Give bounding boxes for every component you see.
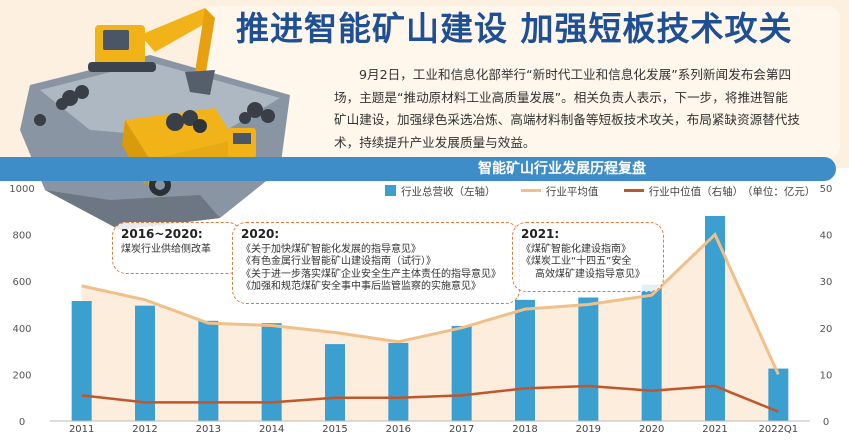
y-left-tick-label: 400 (12, 324, 31, 335)
bar (705, 215, 725, 421)
annotation-line: 高效煤矿建设指导意见》 (535, 268, 645, 280)
legend-label: 行业总营收（左轴） (401, 186, 496, 198)
x-tick-label: 2017 (449, 424, 474, 435)
x-tick-label: 2019 (576, 424, 601, 435)
x-tick-label: 2015 (322, 424, 347, 435)
legend-item-average: 行业平均值 (520, 184, 599, 199)
y-right-tick-label: 10 (820, 370, 833, 381)
bar (135, 305, 155, 421)
y-left-tick-label: 800 (12, 231, 31, 242)
paragraph-line: 矿山建设，加强绿色采选冶炼、高端材料制备等短板技术攻关，布局紧缺资源替代技 (334, 112, 800, 127)
excavator-icon (88, 8, 215, 95)
annotation-line: 《关于加快煤矿智能化发展的指导意见》 (241, 243, 421, 255)
page-title: 推进智能矿山建设 加强短板技术攻关 (236, 9, 793, 48)
y-left-tick-label: 600 (12, 277, 31, 288)
y-right-tick-label: 20 (820, 324, 833, 335)
unit-note: （单位：亿元） (747, 186, 816, 198)
paragraph-line: 术，持续提升产业发展质量与效益。 (334, 134, 536, 150)
rock-side (45, 190, 220, 230)
y-left-tick-label: 1000 (9, 184, 34, 195)
header-card (200, 6, 840, 158)
annotation-box: 2020: 《关于加快煤矿智能化发展的指导意见》 《有色金属行业智能矿山建设指南… (232, 222, 520, 304)
annotation-line: 《加强和规范煤矿安全事中事后监管监察的实施意见》 (241, 281, 481, 292)
bar (261, 323, 282, 421)
annotation-line: 煤炭行业供给侧改革 (121, 243, 211, 255)
bar (325, 344, 345, 421)
chart-title-ribbon (0, 157, 836, 181)
annotation-line: 《有色金属行业智能矿山建设指南（试行）》 (241, 256, 436, 267)
annotation-year: 2016~2020: (121, 227, 203, 241)
chart-title: 智能矿山行业发展历程复盘 (478, 161, 646, 177)
annotation-line: 《关于进一步落实煤矿企业安全生产主体责任的指导意见》 (241, 268, 501, 280)
median-line (81, 384, 779, 413)
legend-label: 行业平均值 (545, 186, 599, 198)
average-line (81, 232, 780, 376)
bar (71, 301, 92, 421)
x-tick-label: 2022Q1 (758, 424, 798, 435)
coal-piles (34, 85, 275, 126)
bar (515, 299, 535, 421)
y-right-tick-label: 40 (820, 231, 833, 242)
x-tick-label: 2016 (386, 424, 411, 435)
annotation-box: 2016~2020: 煤炭行业供给侧改革 (112, 222, 242, 274)
annotation-line: 《煤矿智能化建设指南》 (521, 243, 631, 255)
x-tick-label: 2021 (702, 424, 727, 435)
y-right-tick-label: 30 (820, 277, 833, 288)
bar (198, 320, 219, 421)
paragraph-line: 9月2日，工业和信息化部举行“新时代工业和信息化发展”系列新闻发布会第四 (359, 67, 792, 82)
bar (768, 368, 789, 421)
x-tick-label: 2012 (132, 424, 157, 435)
average-area (81, 234, 779, 421)
chart-legend: 行业总营收（左轴） 行业平均值 行业中位值（右轴） （单位：亿元） (385, 184, 837, 202)
bar (388, 342, 409, 421)
x-tick-label: 2014 (259, 424, 284, 435)
paragraph-line: 场，主题是“推动原材料工业高质量发展”。相关负责人表示，下一步，将推进智能 (334, 89, 788, 105)
legend-swatch-line (623, 189, 644, 192)
revenue-chart: 0 200 400 600 800 1000 0 10 20 30 40 50 2011 2012 2013… (9, 184, 833, 435)
news-paragraph: 9月2日，工业和信息化部举行“新时代工业和信息化发展”系列新闻发布会第四 场，主… (334, 64, 834, 154)
annotation-box: 2021: 《煤矿智能化建设指南》 《煤炭工业“十四五”安全 高效煤矿建设指导意… (512, 222, 664, 292)
x-tick-label: 2011 (69, 424, 94, 435)
x-tick-label: 2020 (639, 424, 664, 435)
y-left-tick-label: 0 (19, 417, 25, 428)
mining-illustration (20, 8, 290, 230)
legend-swatch-line (520, 189, 541, 192)
legend-label: 行业中位值（右轴） (648, 186, 744, 198)
annotation-year: 2020: (241, 227, 280, 241)
legend-swatch-bar (385, 185, 396, 196)
legend-item-median: 行业中位值（右轴） （单位：亿元） (623, 184, 816, 199)
x-tick-label: 2013 (196, 424, 221, 435)
annotation-year: 2021: (521, 227, 560, 241)
bar (451, 325, 472, 421)
y-right-tick-label: 50 (820, 184, 833, 195)
legend-item-revenue: 行业总营收（左轴） (385, 184, 496, 199)
bar (578, 297, 599, 421)
bar (641, 284, 662, 421)
x-tick-label: 2018 (512, 424, 537, 435)
annotation-line: 《煤炭工业“十四五”安全 (521, 256, 632, 267)
y-left-tick-label: 200 (12, 370, 31, 381)
y-right-tick-label: 0 (823, 417, 829, 428)
